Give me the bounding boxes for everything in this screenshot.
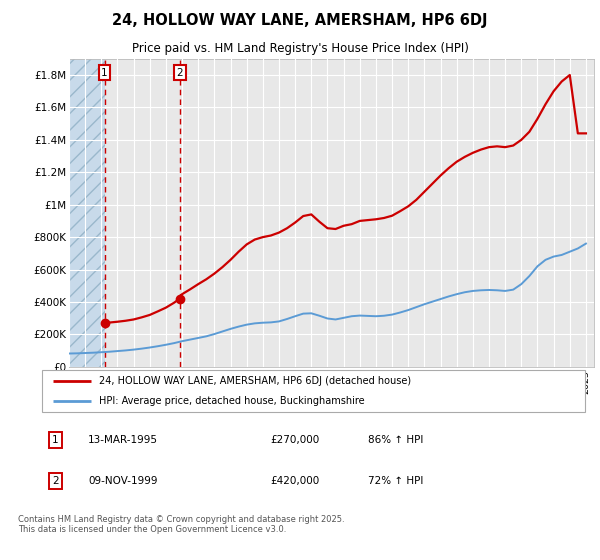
Text: £270,000: £270,000 [270, 435, 319, 445]
Text: 24, HOLLOW WAY LANE, AMERSHAM, HP6 6DJ: 24, HOLLOW WAY LANE, AMERSHAM, HP6 6DJ [112, 13, 488, 28]
Text: 72% ↑ HPI: 72% ↑ HPI [368, 476, 423, 486]
Text: 13-MAR-1995: 13-MAR-1995 [88, 435, 158, 445]
Text: £420,000: £420,000 [270, 476, 319, 486]
Text: HPI: Average price, detached house, Buckinghamshire: HPI: Average price, detached house, Buck… [99, 396, 365, 405]
Text: 09-NOV-1999: 09-NOV-1999 [88, 476, 158, 486]
Text: 1: 1 [52, 435, 59, 445]
Bar [69, 59, 104, 367]
Text: 24, HOLLOW WAY LANE, AMERSHAM, HP6 6DJ (detached house): 24, HOLLOW WAY LANE, AMERSHAM, HP6 6DJ (… [99, 376, 411, 385]
Text: 2: 2 [176, 68, 183, 78]
FancyBboxPatch shape [42, 370, 585, 412]
Text: 1: 1 [101, 68, 108, 78]
Text: 2: 2 [52, 476, 59, 486]
Text: Price paid vs. HM Land Registry's House Price Index (HPI): Price paid vs. HM Land Registry's House … [131, 43, 469, 55]
Text: Contains HM Land Registry data © Crown copyright and database right 2025.
This d: Contains HM Land Registry data © Crown c… [18, 515, 344, 534]
Text: 86% ↑ HPI: 86% ↑ HPI [368, 435, 423, 445]
